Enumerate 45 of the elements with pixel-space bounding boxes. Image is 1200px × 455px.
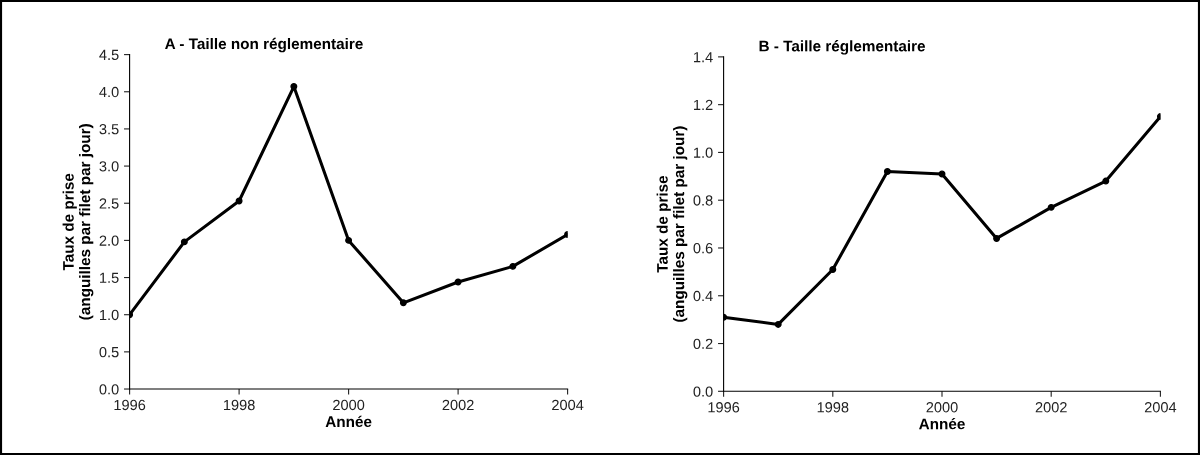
point [180,238,188,246]
y-tick-label: 1.2 [694,99,713,110]
y-tick-label: 3.0 [99,161,119,172]
y-tick-label: 0.0 [693,386,713,397]
x-axis-title: Année [325,415,372,428]
y-axis-title: Taux de prise (anguilles par filet par jour) [656,126,688,322]
y-tick-label: 1.4 [694,52,713,63]
x-axis-title: Année [919,417,965,430]
x-tick-label: 1996 [114,399,146,411]
y-tick-label: 0.4 [693,290,713,302]
y-tick-label: 0.5 [99,346,119,358]
point [883,168,891,176]
point [938,170,946,178]
point [1102,177,1110,185]
point [829,266,837,273]
x-tick-label: 1998 [817,402,849,413]
x-tick-label: 2000 [333,399,365,411]
x-tick-label: 2004 [1144,402,1177,413]
y-tick-label: 0.2 [693,338,713,349]
x-tick-label: 1996 [708,402,740,413]
y-tick-label: 0.0 [99,384,119,395]
point [1047,203,1055,211]
x-tick-label: 2000 [926,402,958,413]
x-tick-label: 2002 [1035,402,1067,413]
x-tick-label: 1998 [223,399,255,411]
y-tick-label: 4.0 [99,86,119,98]
y-axis-title: Taux de prise (anguilles par filet par jour) [62,124,94,320]
y-tick-label: 1.5 [100,272,119,283]
y-tick-label: 1.0 [694,147,713,158]
point [345,236,353,244]
y-tick-label: 3.5 [99,124,119,135]
x-tick-label: 2004 [552,399,584,411]
point [399,299,407,307]
x-tick-label: 2002 [442,399,474,411]
chart-title: B - Taille réglementaire [759,40,926,55]
y-tick-label: 0.6 [693,243,713,254]
point [509,262,517,270]
y-tick-label: 2.0 [99,235,119,246]
y-tick-label: 4.5 [99,49,119,61]
y-tick-label: 1.0 [100,309,119,321]
chart-title: A - Taille non réglementaire [165,37,363,53]
point [993,234,1001,242]
y-tick-label: 2.5 [99,198,119,209]
point [774,320,782,328]
y-tick-label: 0.8 [693,195,713,206]
